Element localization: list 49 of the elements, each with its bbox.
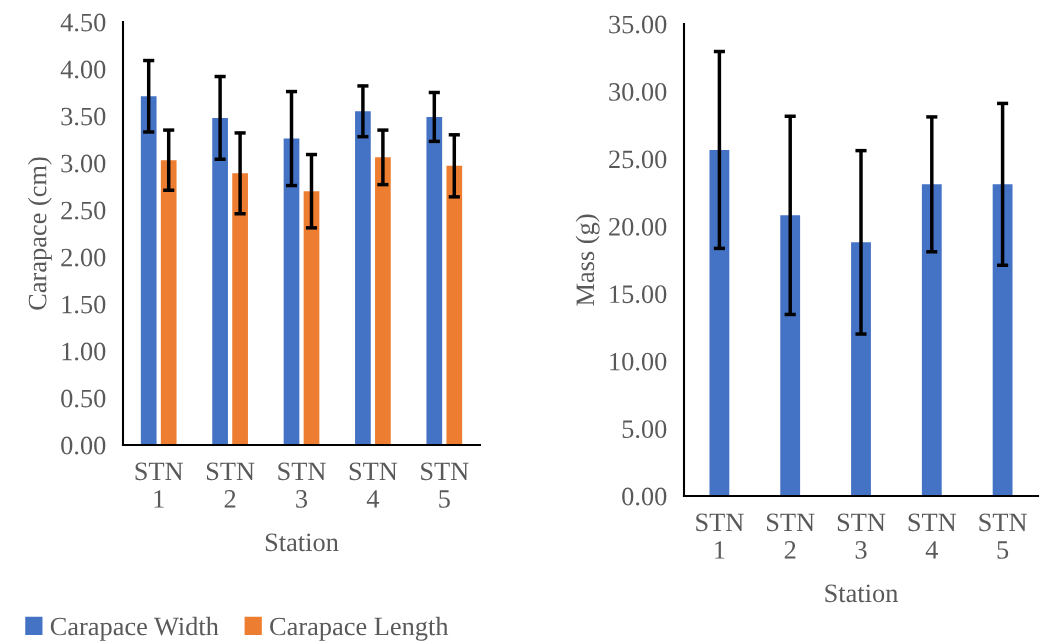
bar <box>992 184 1013 496</box>
bar <box>232 173 248 445</box>
legend-label: Carapace Length <box>270 616 449 641</box>
x-tick-label: STN 5 <box>979 513 1027 559</box>
bar <box>851 242 871 496</box>
y-tick-label: 2.00 <box>61 248 106 267</box>
x-tick-label: STN 3 <box>278 462 326 508</box>
legend-label: Carapace Width <box>50 616 219 641</box>
bar <box>212 117 228 445</box>
x-axis-title: Station <box>825 584 898 603</box>
bar <box>375 157 391 445</box>
x-axis-title: Station <box>265 533 339 552</box>
bar <box>780 215 801 496</box>
bar <box>303 191 320 445</box>
x-tick-label: STN 2 <box>767 513 815 559</box>
y-tick-label: 4.50 <box>60 13 106 32</box>
y-tick-label: 2.50 <box>61 201 106 220</box>
bar <box>355 111 371 445</box>
y-tick-label: 5.00 <box>622 420 667 439</box>
y-tick-label: 15.00 <box>610 285 667 304</box>
bar <box>160 160 177 445</box>
x-tick-label: STN 1 <box>696 513 744 559</box>
bar <box>283 138 300 445</box>
x-tick-label: STN 4 <box>908 513 957 559</box>
x-tick-label: STN 2 <box>206 462 255 508</box>
y-axis-title: Mass (g) <box>575 214 600 306</box>
y-tick-label: 1.00 <box>62 342 106 361</box>
y-tick-label: 1.50 <box>62 295 106 314</box>
x-tick-label: STN 1 <box>135 462 184 508</box>
y-tick-label: 3.00 <box>61 154 106 173</box>
y-tick-label: 3.50 <box>61 107 106 126</box>
y-tick-label: 4.00 <box>60 60 106 79</box>
bar <box>921 184 942 496</box>
y-tick-label: 0.00 <box>622 487 667 506</box>
bar <box>446 165 463 445</box>
y-tick-label: 20.00 <box>609 217 667 236</box>
x-tick-label: STN 3 <box>837 513 886 559</box>
y-tick-label: 0.50 <box>61 389 106 408</box>
x-tick-label: STN 5 <box>421 462 469 508</box>
bar <box>426 116 443 445</box>
bar <box>709 149 730 496</box>
y-tick-label: 10.00 <box>610 352 667 371</box>
y-tick-label: 35.00 <box>609 15 667 34</box>
bar <box>140 96 157 445</box>
x-tick-label: STN 4 <box>349 462 398 508</box>
y-tick-label: 25.00 <box>609 150 667 169</box>
y-axis-title: Carapace (cm) <box>27 157 52 310</box>
y-tick-label: 0.00 <box>61 436 106 455</box>
y-tick-label: 30.00 <box>609 83 667 101</box>
